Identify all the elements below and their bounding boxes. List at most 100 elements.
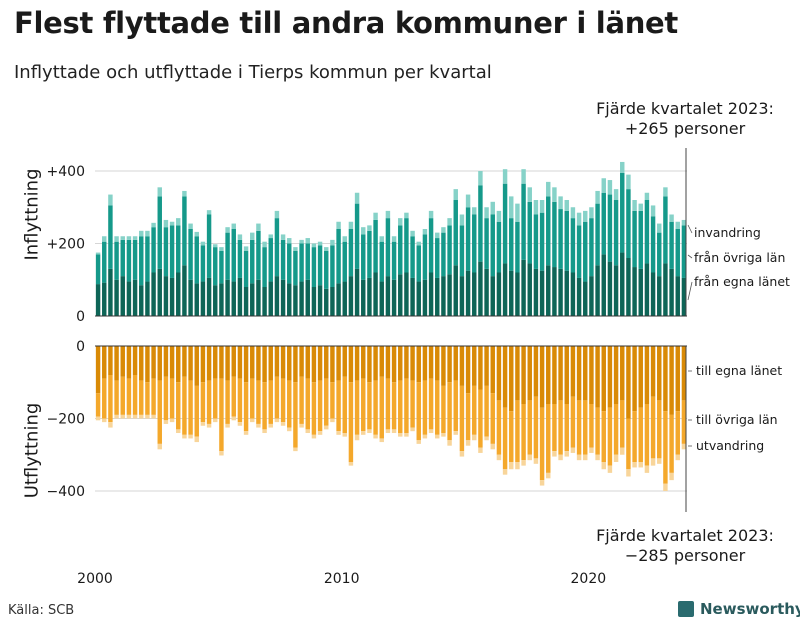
bar-out-ovriga [237, 378, 243, 423]
bar-in-ovriga [305, 243, 310, 280]
bar-out-ovriga [583, 400, 588, 455]
source-label: Källa: SCB [8, 603, 75, 618]
bar-in-egna [385, 276, 391, 317]
bar-out-egna [496, 346, 502, 401]
bar-in-invandring [385, 210, 391, 219]
bar-in-ovriga [95, 254, 101, 285]
bar-in-invandring [342, 236, 347, 242]
bar-out-egna [669, 346, 674, 415]
bar-out-egna [324, 346, 329, 379]
bar-in-egna [151, 272, 156, 316]
bar-out-utvandring [490, 443, 495, 450]
bar-in-egna [145, 281, 150, 316]
bar-out-ovriga [428, 378, 434, 430]
bar-in-invandring [256, 223, 261, 231]
bar-out-egna [435, 346, 440, 381]
bar-in-egna [521, 259, 526, 316]
bar-in-ovriga [650, 216, 656, 273]
bar-out-utvandring [108, 422, 113, 428]
bar-in-invandring [163, 219, 169, 228]
legend-in-label: invandring [694, 225, 761, 240]
bar-in-ovriga [490, 214, 495, 277]
bar-out-ovriga [348, 382, 354, 462]
bar-out-utvandring [237, 422, 243, 426]
bar-in-invandring [681, 219, 687, 226]
bar-out-ovriga [650, 396, 656, 459]
bar-in-ovriga [336, 229, 341, 284]
bar-in-egna [317, 285, 323, 316]
bar-out-utvandring [342, 433, 347, 437]
bar-out-egna [379, 346, 384, 377]
bar-out-ovriga [262, 382, 267, 430]
bar-out-egna [176, 346, 181, 383]
bar-in-ovriga [274, 218, 280, 277]
bar-out-utvandring [681, 443, 687, 450]
bar-in-egna [435, 277, 440, 316]
bar-in-invandring [428, 210, 434, 219]
bar-out-utvandring [613, 454, 619, 462]
bar-out-egna [219, 346, 224, 379]
bar-out-egna [515, 346, 520, 401]
bar-out-ovriga [287, 380, 292, 428]
bar-in-egna [120, 276, 125, 317]
bar-in-invandring [139, 230, 144, 237]
bar-out-ovriga [613, 404, 619, 455]
bar-out-utvandring [243, 431, 249, 435]
bar-in-egna [237, 277, 243, 316]
bar-in-invandring [336, 221, 341, 229]
bar-out-ovriga [176, 382, 181, 430]
bar-in-invandring [589, 207, 594, 219]
bar-in-egna [496, 272, 502, 316]
bar-in-ovriga [478, 185, 483, 262]
bar-in-ovriga [280, 239, 286, 280]
bar-in-invandring [447, 218, 452, 226]
bar-in-egna [169, 277, 175, 316]
bar-out-egna [441, 346, 446, 386]
bar-out-egna [348, 346, 354, 383]
bar-out-ovriga [527, 400, 532, 455]
bar-out-egna [108, 346, 113, 375]
bar-in-egna [305, 279, 310, 316]
ytick-in: 0 [76, 309, 85, 325]
bar-in-egna [601, 254, 606, 317]
bar-in-ovriga [441, 232, 446, 277]
bar-out-egna [225, 346, 230, 381]
bar-out-egna [361, 346, 366, 379]
bar-in-invandring [570, 207, 576, 219]
bar-in-ovriga [472, 214, 477, 273]
bar-in-invandring [465, 194, 471, 208]
bar-in-egna [108, 268, 113, 317]
bar-out-ovriga [250, 378, 255, 419]
bar-in-egna [509, 270, 514, 316]
bar-in-ovriga [502, 183, 508, 264]
note-top-line1: Fjärde kvartalet 2023: [596, 99, 774, 118]
bar-in-invandring [490, 201, 495, 215]
bar-out-egna [404, 346, 409, 379]
bar-out-utvandring [546, 472, 551, 479]
bar-in-invandring [601, 178, 606, 193]
bar-in-invandring [509, 196, 514, 219]
bar-in-invandring [114, 236, 119, 242]
bar-in-invandring [361, 227, 366, 235]
bar-in-ovriga [114, 241, 119, 280]
bar-out-egna [601, 346, 606, 412]
bar-in-egna [613, 265, 619, 316]
bar-in-invandring [213, 244, 218, 248]
note-bottom: Fjärde kvartalet 2023: −285 personer [565, 526, 800, 566]
bar-in-invandring [435, 232, 440, 239]
bar-in-egna [256, 279, 261, 316]
bar-out-utvandring [188, 434, 193, 439]
bar-in-egna [330, 287, 335, 316]
bar-out-egna [657, 346, 662, 401]
bar-in-invandring [558, 196, 563, 210]
bar-in-ovriga [367, 230, 372, 278]
bar-out-egna [632, 346, 637, 412]
bar-out-utvandring [398, 433, 403, 437]
bar-in-egna [453, 265, 458, 316]
bar-in-invandring [595, 190, 600, 204]
bar-in-egna [620, 252, 625, 316]
bar-in-ovriga [132, 239, 138, 280]
bar-out-ovriga [95, 393, 101, 417]
bar-in-ovriga [169, 225, 175, 278]
bar-in-invandring [502, 169, 508, 184]
